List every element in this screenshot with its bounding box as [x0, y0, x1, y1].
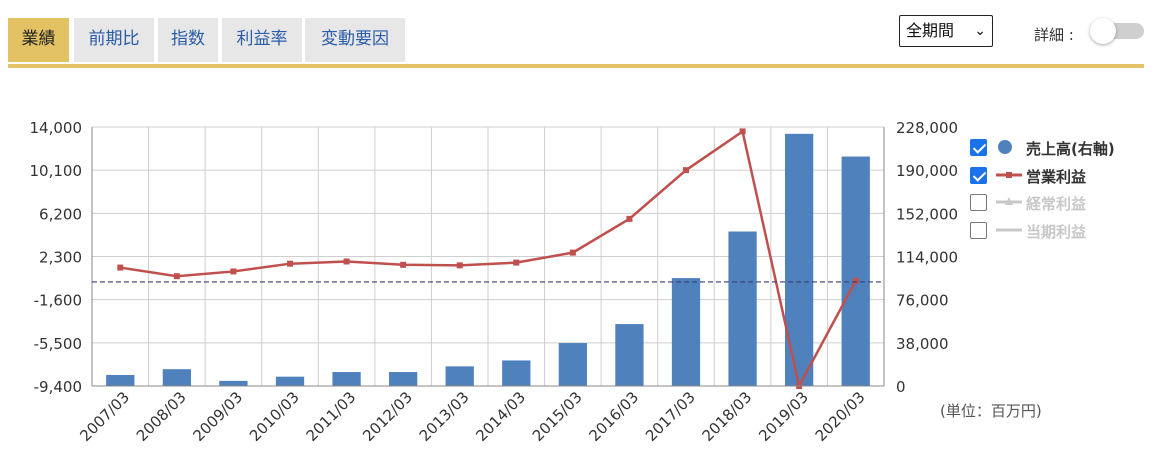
- sales-bars: [106, 133, 870, 386]
- axes: 14,000 228,000 10,100 190,000 6,200 152,000 2,…: [30, 119, 959, 445]
- sales-bar: [106, 374, 135, 386]
- sales-bar: [785, 133, 814, 386]
- net-profit-checkbox[interactable]: [970, 222, 987, 239]
- sales-bar: [162, 369, 191, 386]
- sales-bar: [445, 366, 474, 386]
- x-tick-label: 2007/03: [76, 388, 133, 445]
- line-triangle-icon: [996, 197, 1022, 205]
- operating-profit-point: [173, 273, 180, 280]
- operating-profit-point: [626, 215, 633, 222]
- x-tick-label: 2017/03: [642, 388, 699, 445]
- circle-icon: [998, 140, 1012, 154]
- tab-results[interactable]: 業績: [8, 18, 69, 62]
- y-left-tick-label: -1,600: [34, 292, 82, 310]
- x-tick-label: 2018/03: [699, 388, 756, 445]
- tab-margin[interactable]: 利益率: [222, 18, 302, 62]
- operating-profit-point: [569, 249, 576, 256]
- sales-bar: [219, 380, 248, 386]
- legend-item-operating-profit[interactable]: 営業利益: [970, 164, 1150, 186]
- operating-profit-checkbox[interactable]: [970, 167, 987, 184]
- y-left-tick-label: -9,400: [34, 378, 82, 396]
- legend-label: 売上高(右軸): [1026, 140, 1115, 158]
- sales-bar: [332, 372, 361, 386]
- sales-bar: [389, 372, 418, 386]
- grid-lines: [91, 126, 885, 387]
- y-right-tick-label: 228,000: [896, 119, 958, 137]
- operating-profit-point: [739, 128, 746, 135]
- legend-label: 当期利益: [1026, 223, 1087, 241]
- legend-item-net-profit[interactable]: 当期利益: [970, 219, 1150, 241]
- sales-checkbox[interactable]: [970, 139, 987, 156]
- unit-note: (単位：百万円): [940, 402, 1042, 420]
- x-tick-label: 2008/03: [133, 388, 190, 445]
- x-tick-label: 2016/03: [585, 388, 642, 445]
- legend-item-sales[interactable]: 売上高(右軸): [970, 136, 1150, 158]
- detail-toggle[interactable]: [1090, 18, 1145, 44]
- x-tick-label: 2012/03: [359, 388, 416, 445]
- line-square-icon: [996, 172, 1022, 178]
- y-left-tick-label: 6,200: [39, 205, 82, 223]
- chevron-down-icon: ⌄: [974, 23, 986, 39]
- sales-bar: [558, 343, 587, 386]
- x-tick-label: 2011/03: [303, 388, 360, 445]
- sales-bar: [275, 376, 305, 386]
- sales-bar: [728, 231, 757, 386]
- detail-label: 詳細 :: [1034, 26, 1074, 44]
- operating-profit-point: [683, 167, 689, 174]
- x-tick-label: 2009/03: [189, 388, 246, 445]
- y-left-tick-label: 2,300: [39, 249, 82, 267]
- operating-profit-point: [117, 264, 124, 271]
- ordinary-profit-checkbox[interactable]: [970, 194, 987, 211]
- y-right-tick-label: 114,000: [896, 249, 958, 267]
- x-tick-label: 2015/03: [529, 388, 586, 445]
- legend-item-ordinary-profit[interactable]: 経常利益: [970, 191, 1150, 213]
- operating-profit-polyline: [120, 129, 857, 390]
- tab-factors[interactable]: 変動要因: [305, 18, 405, 62]
- operating-profit-point: [287, 260, 293, 267]
- tab-bar: 業績 前期比 指数 利益率 変動要因: [8, 18, 1144, 68]
- period-select[interactable]: 全期間 ⌄: [899, 15, 993, 47]
- operating-profit-point: [400, 261, 407, 268]
- operating-profit-point: [230, 268, 237, 275]
- y-left-tick-label: -5,500: [34, 335, 82, 353]
- sales-bar: [615, 324, 644, 386]
- period-select-value: 全期間: [906, 21, 955, 40]
- y-left-tick-label: 10,100: [30, 162, 83, 180]
- operating-profit-point: [456, 262, 463, 269]
- x-tick-label: 2014/03: [472, 388, 529, 445]
- toggle-knob[interactable]: [1090, 18, 1116, 44]
- sales-bar: [671, 278, 701, 386]
- y-right-tick-label: 190,000: [896, 162, 958, 180]
- sales-bar: [502, 360, 531, 386]
- y-right-tick-label: 76,000: [896, 292, 949, 310]
- operating-profit-point: [852, 277, 859, 284]
- operating-profit-point: [343, 258, 350, 265]
- line-icon: [996, 228, 1022, 232]
- y-right-tick-label: 0: [896, 378, 906, 396]
- x-tick-label: 2013/03: [416, 388, 473, 445]
- y-left-tick-label: 14,000: [30, 119, 83, 137]
- x-tick-label: 2010/03: [246, 388, 303, 445]
- legend-label: 経常利益: [1026, 195, 1087, 213]
- operating-profit-point: [513, 259, 520, 266]
- x-tick-label: 2019/03: [755, 388, 812, 445]
- tab-index[interactable]: 指数: [158, 18, 218, 62]
- legend-label: 営業利益: [1026, 168, 1087, 186]
- y-right-tick-label: 38,000: [896, 335, 949, 353]
- sales-bar: [841, 156, 870, 386]
- x-tick-label: 2020/03: [812, 388, 869, 445]
- tab-yoy[interactable]: 前期比: [74, 18, 154, 62]
- y-right-tick-label: 152,000: [896, 205, 958, 223]
